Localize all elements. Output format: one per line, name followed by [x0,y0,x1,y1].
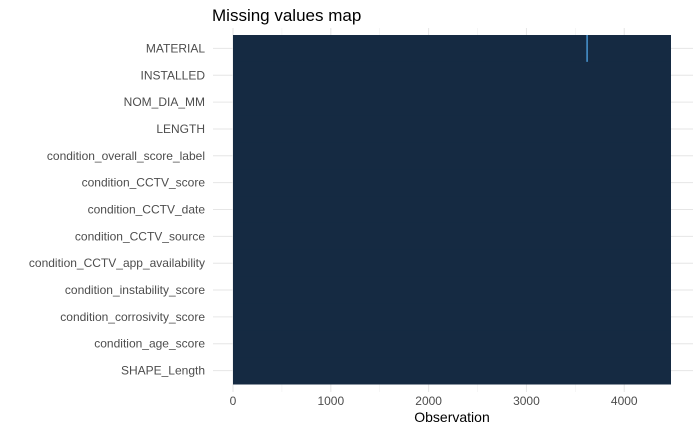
y-tick-label: MATERIAL [146,41,205,55]
x-tick-label: 3000 [513,394,540,408]
y-tick-label: condition_CCTV_source [75,229,205,243]
chart-title: Missing values map [212,6,362,25]
heatmap-row-condition-corrosivity-score [233,303,671,331]
heatmap-row-shape-length [233,357,671,385]
y-tick-label: NOM_DIA_MM [124,95,205,109]
x-tick-label: 1000 [317,394,344,408]
heatmap-row-condition-cctv-score [233,169,671,197]
heatmap-row-nom-dia-mm [233,88,671,117]
y-tick-label: INSTALLED [141,68,206,82]
heatmap-row-length [233,115,671,143]
y-tick-label: condition_overall_score_label [47,149,205,163]
heatmap-row-condition-cctv-app-availability [233,249,671,278]
missing-cell [586,35,588,62]
y-tick-label: condition_instability_score [65,283,205,297]
x-axis-title: Observation [414,409,489,425]
heatmap-row-condition-overall-score-label [233,142,671,170]
y-tick-label: SHAPE_Length [121,364,205,378]
heatmap-row-condition-cctv-source [233,222,671,251]
heatmap-row-installed [233,61,671,90]
heatmap-row-condition-cctv-date [233,196,671,224]
x-tick-label: 0 [230,394,237,408]
y-tick-label: condition_corrosivity_score [60,310,205,324]
x-tick-label: 2000 [415,394,442,408]
heatmap-row-material [233,35,671,63]
x-tick-label: 4000 [611,394,638,408]
y-tick-label: condition_age_score [94,337,205,351]
y-tick-label: condition_CCTV_app_availability [29,256,205,270]
y-tick-label: condition_CCTV_score [82,176,206,190]
y-tick-label: LENGTH [156,122,205,136]
heatmap-row-condition-instability-score [233,276,671,304]
heatmap-row-condition-age-score [233,330,671,358]
y-tick-label: condition_CCTV_date [88,203,206,217]
